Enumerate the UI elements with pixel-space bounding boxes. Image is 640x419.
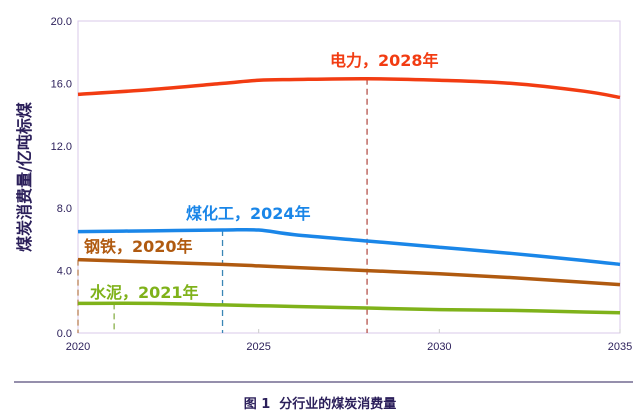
y-tick-label: 4.0 <box>57 266 72 278</box>
plot-area-frame <box>77 20 621 334</box>
y-tick-label: 16.0 <box>51 78 72 90</box>
y-tick-label: 20.0 <box>51 16 72 28</box>
x-tick-label: 2020 <box>66 341 90 353</box>
series-annotation: 煤化工，2024年 <box>186 204 311 223</box>
series-line-1 <box>77 76 621 100</box>
y-tick-label: 12.0 <box>51 141 72 153</box>
x-tick-label: 2025 <box>246 341 270 353</box>
series-line-3 <box>77 257 621 287</box>
figure-caption: 图 1 分行业的煤炭消费量 <box>244 396 397 412</box>
x-tick-label: 2030 <box>427 341 451 353</box>
series-line-2 <box>77 227 621 267</box>
y-tick-label: 0.0 <box>57 328 72 340</box>
series-line-4 <box>77 301 621 315</box>
x-tick-label: 2035 <box>608 341 632 353</box>
y-tick-label: 8.0 <box>57 203 72 215</box>
series-annotation: 钢铁，2020年 <box>84 237 193 256</box>
series-annotation: 电力，2028年 <box>330 51 439 70</box>
series-annotation: 水泥，2021年 <box>90 283 199 302</box>
y-axis-label: 煤炭消费量/亿吨标煤 <box>15 102 34 252</box>
